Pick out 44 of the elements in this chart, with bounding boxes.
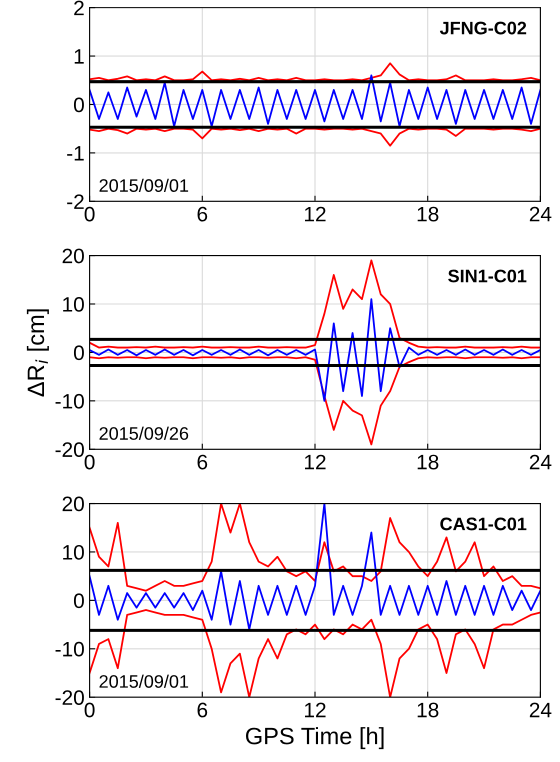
x-tick-label: 0 xyxy=(84,206,95,222)
y-tick-label: 10 xyxy=(63,297,84,312)
x-tick-label: 24 xyxy=(530,702,552,718)
x-tick-label: 12 xyxy=(305,206,326,222)
line-series xyxy=(90,298,540,402)
annotation: JFNG-C02 xyxy=(440,22,526,34)
y-tick-label: -1 xyxy=(67,146,84,160)
y-tick-label: 0 xyxy=(74,345,84,360)
x-tick-label: 18 xyxy=(418,206,438,222)
annotation: 2015/09/01 xyxy=(100,178,188,192)
x-tick-label: 24 xyxy=(530,454,552,470)
x-tick-label: 6 xyxy=(198,454,208,470)
x-axis-title: GPS Time [h] xyxy=(246,727,384,750)
x-tick-label: 0 xyxy=(84,454,95,470)
x-tick-label: 12 xyxy=(305,454,326,470)
annotation: 2015/09/01 xyxy=(100,674,188,688)
x-tick-label: 18 xyxy=(418,454,438,470)
y-axis-title: ΔR$_{i}$ [cm] xyxy=(26,309,49,396)
y-tick-label: -10 xyxy=(56,394,84,409)
y-tick-label: 0 xyxy=(74,97,84,112)
line-series xyxy=(90,260,540,348)
line-series xyxy=(90,74,540,128)
y-tick-label: 0 xyxy=(74,593,84,608)
annotation: SIN1-C01 xyxy=(448,270,526,282)
x-tick-label: 24 xyxy=(530,206,552,222)
x-tick-label: 6 xyxy=(198,206,208,222)
line-series xyxy=(90,62,540,82)
x-tick-label: 0 xyxy=(84,702,95,718)
y-tick-label: -2 xyxy=(67,194,84,209)
line-series xyxy=(90,128,540,147)
annotation: 2015/09/26 xyxy=(100,426,188,440)
line-series xyxy=(90,356,540,446)
y-tick-label: -20 xyxy=(56,690,84,705)
y-tick-label: 2 xyxy=(74,0,84,16)
y-tick-label: -10 xyxy=(56,642,84,657)
y-tick-label: 10 xyxy=(63,544,84,560)
annotation: CAS1-C01 xyxy=(440,518,526,530)
y-tick-label: 20 xyxy=(62,496,84,512)
x-tick-label: 12 xyxy=(305,702,326,718)
y-tick-label: 20 xyxy=(62,248,84,264)
x-tick-label: 18 xyxy=(418,702,438,718)
y-tick-label: -20 xyxy=(56,442,84,458)
y-tick-label: 1 xyxy=(74,49,84,64)
x-tick-label: 6 xyxy=(198,702,208,718)
